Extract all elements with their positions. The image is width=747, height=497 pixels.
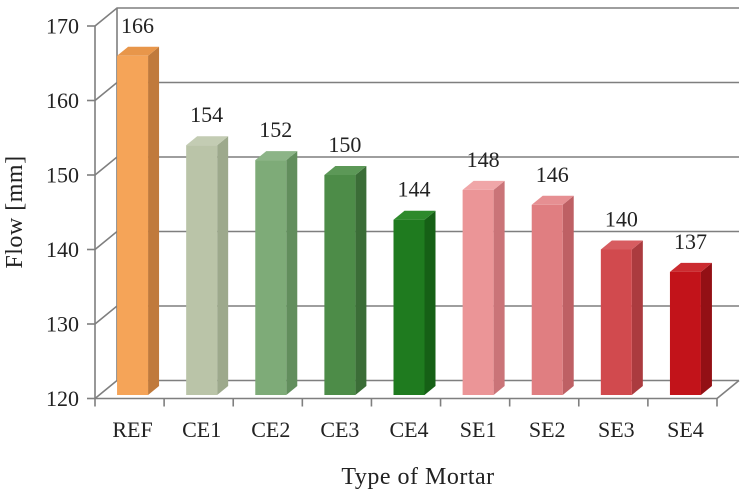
x-tick-label-CE4: CE4 — [389, 417, 428, 442]
bars — [117, 46, 712, 396]
bar-SE2 — [531, 195, 574, 395]
bar-front-face — [669, 271, 701, 395]
bar-front-face — [255, 160, 287, 395]
gridline-160 — [94, 81, 739, 102]
x-tick-label-CE3: CE3 — [320, 417, 359, 442]
bar-side-face — [355, 166, 367, 395]
axes — [87, 25, 718, 407]
bar-CE2 — [255, 151, 298, 395]
y-tick-label-160: 160 — [46, 88, 79, 113]
x-tick-label-SE2: SE2 — [529, 417, 566, 442]
bar-side-face — [493, 180, 505, 395]
value-label-SE3: 140 — [605, 207, 638, 232]
bar-front-face — [600, 249, 632, 395]
bar-side-face — [217, 136, 229, 395]
bar-front-face — [186, 145, 218, 395]
bar-top-face — [255, 151, 298, 161]
value-label-CE3: 150 — [328, 132, 361, 157]
bar-CE1 — [186, 136, 229, 395]
bar-side-face — [148, 46, 160, 396]
bar-top-face — [393, 210, 436, 220]
value-label-SE4: 137 — [674, 229, 707, 254]
x-tick-label-REF: REF — [112, 417, 152, 442]
value-label-CE2: 152 — [259, 117, 292, 142]
bar-SE4 — [669, 262, 712, 395]
gridline-170 — [94, 7, 739, 27]
bar-front-face — [531, 204, 563, 395]
bar-CE4 — [393, 210, 436, 395]
floor-right-edge — [716, 379, 740, 400]
gridlines — [94, 7, 740, 400]
bar-top-face — [531, 195, 574, 205]
bar-side-face — [562, 195, 574, 395]
bar-SE3 — [600, 240, 643, 395]
x-tick-label-CE2: CE2 — [251, 417, 290, 442]
labels: 166 154 152 150 144 148 146 140 137 120 130 140 150 1… — [2, 13, 707, 490]
x-axis-title: Type of Mortar — [341, 464, 494, 490]
y-tick-label-150: 150 — [46, 163, 79, 188]
bar-top-face — [186, 136, 229, 146]
bar-SE1 — [462, 180, 505, 395]
y-tick-label-130: 130 — [46, 312, 79, 337]
x-tick-label-SE4: SE4 — [667, 417, 704, 442]
bar-front-face — [117, 55, 149, 396]
bar-CE3 — [324, 166, 367, 395]
x-tick-label-SE1: SE1 — [460, 417, 497, 442]
bar-REF — [117, 46, 160, 396]
bar-side-face — [286, 151, 298, 395]
bar-front-face — [324, 175, 356, 395]
bar-front-face — [462, 189, 494, 395]
bar-top-face — [117, 46, 160, 56]
value-label-CE1: 154 — [190, 102, 223, 127]
value-label-CE4: 144 — [398, 177, 431, 202]
value-label-SE2: 146 — [536, 162, 569, 187]
value-label-REF: 166 — [121, 13, 154, 38]
bar-side-face — [700, 262, 712, 395]
bar-front-face — [393, 219, 425, 395]
bar-top-face — [462, 180, 505, 190]
x-tick-label-SE3: SE3 — [598, 417, 635, 442]
bar-top-face — [600, 240, 643, 250]
value-label-SE1: 148 — [467, 147, 500, 172]
y-tick-label-140: 140 — [46, 237, 79, 262]
y-tick-label-170: 170 — [46, 14, 79, 39]
bar-side-face — [424, 210, 436, 395]
bar-top-face — [669, 262, 712, 272]
bar-top-face — [324, 166, 367, 175]
x-tick-label-CE1: CE1 — [182, 417, 221, 442]
bar-side-face — [631, 240, 643, 395]
y-tick-label-120: 120 — [46, 386, 79, 411]
y-axis-title: Flow [mm] — [2, 155, 28, 268]
